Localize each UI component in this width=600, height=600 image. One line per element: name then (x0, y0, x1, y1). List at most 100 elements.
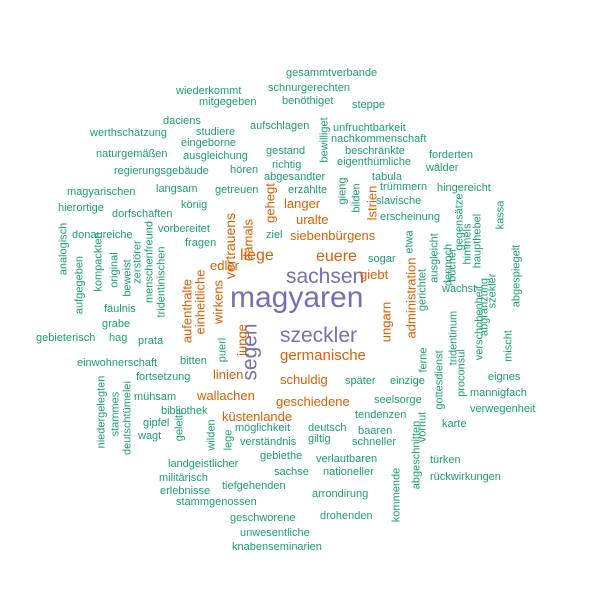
word: ungarn (378, 301, 394, 343)
word: hören (230, 164, 259, 176)
word: arrondirung (312, 488, 369, 500)
word: militärisch (159, 472, 208, 484)
word: kassa (494, 200, 507, 230)
word: schneller (352, 436, 397, 448)
word: forderten (429, 149, 474, 161)
word: deutschtümelei (121, 381, 134, 455)
word: drohenden (320, 510, 373, 522)
word: ziel (266, 229, 283, 241)
word: wächst (442, 283, 477, 295)
word: aufschlagen (250, 120, 310, 132)
word: siebenbürgens (290, 228, 376, 243)
word: donaureiche (72, 229, 133, 241)
word: mitgegeben (199, 96, 257, 108)
word: verwegenheit (470, 403, 536, 415)
word: steppe (352, 99, 386, 111)
word: bibliothek (161, 405, 208, 417)
word: germanische (280, 347, 366, 364)
word: edler (210, 258, 239, 273)
word: dorfschaften (112, 208, 173, 220)
word: wallachen (197, 388, 255, 403)
word: langsam (156, 183, 198, 195)
word: nachkommenschaft (331, 133, 427, 145)
word: aufgegeben (73, 255, 86, 315)
word: seelsorge (374, 394, 422, 406)
word: tridentinischen (155, 246, 168, 318)
word: szekler (486, 273, 499, 309)
word: niedergelegten (95, 375, 108, 449)
word: baaren (358, 425, 393, 437)
word: bilden (350, 183, 363, 213)
word: abgesandter (264, 171, 326, 183)
word: geleite (173, 408, 186, 442)
word: könig (181, 199, 208, 211)
word: hingereicht (437, 182, 491, 194)
word: wiederkommt (176, 85, 242, 97)
word: sachsen (286, 265, 365, 288)
word: bitten (180, 355, 207, 367)
word: hag (109, 332, 128, 344)
word: landgeistlicher (168, 458, 239, 470)
word: kompackten (92, 232, 105, 292)
word: erlebnisse (160, 485, 211, 497)
word: küstenlande (222, 409, 293, 424)
word: uralte (296, 212, 329, 227)
word: mannigfach (470, 387, 527, 399)
word: gottesdienst (433, 350, 446, 410)
word: mischt (502, 330, 515, 362)
word: knabenseminarien (232, 541, 322, 553)
word: gestand (266, 145, 306, 157)
word: trümmern (380, 181, 428, 193)
word: ferne (417, 347, 430, 373)
word: naturgemäßen (96, 148, 168, 160)
word: eingeborne (181, 137, 237, 149)
word: gebieterisch (36, 332, 96, 344)
word: junge (234, 324, 250, 356)
word: türken (430, 454, 461, 466)
word: gerichtet (416, 268, 429, 312)
word: liege (240, 247, 274, 264)
word: mühsam (134, 391, 177, 403)
word: erzählte (288, 184, 328, 196)
word: wilden (205, 419, 218, 451)
word: haupthebel (471, 213, 484, 269)
word: zerstörer (131, 240, 144, 284)
word: sogar (368, 253, 396, 265)
word: fäulnis (104, 303, 136, 315)
word: verlautbaren (316, 453, 378, 465)
word: daciens (163, 115, 201, 127)
word: wagt (138, 430, 162, 442)
word: langer (284, 196, 321, 211)
word: gebiethe (260, 450, 303, 462)
word: tiefgehenden (222, 480, 286, 492)
word: sachse (274, 466, 309, 478)
word: slavische (376, 195, 422, 207)
word: kommende (390, 467, 403, 523)
word: stammgenossen (176, 496, 257, 508)
word: werthschätzung (90, 127, 168, 139)
word: ausgleichung (183, 150, 248, 162)
word: gipfel (143, 417, 170, 429)
word: richtig (272, 159, 302, 171)
word: karte (442, 418, 467, 430)
word: geschworene (230, 512, 296, 524)
word: schnurgerechten (268, 82, 350, 94)
word: möglichkeit (235, 422, 291, 434)
word: getreuen (215, 184, 259, 196)
word: szeckler (280, 324, 358, 347)
word: damals (240, 219, 256, 261)
word: schuldig (280, 372, 328, 387)
word: benöthiget (282, 95, 334, 107)
word: puerl (216, 337, 229, 363)
word: einzige (390, 375, 425, 387)
word: fragen (185, 237, 217, 249)
word: grabe (102, 318, 131, 330)
word: verständnis (240, 436, 297, 448)
word: fortsetzung (136, 371, 191, 383)
word: nationeller (323, 466, 374, 478)
word: einheitliche (192, 269, 208, 335)
word: etwa (403, 230, 416, 254)
word: vorbereitet (158, 223, 210, 235)
word: tendenzen (355, 409, 407, 421)
